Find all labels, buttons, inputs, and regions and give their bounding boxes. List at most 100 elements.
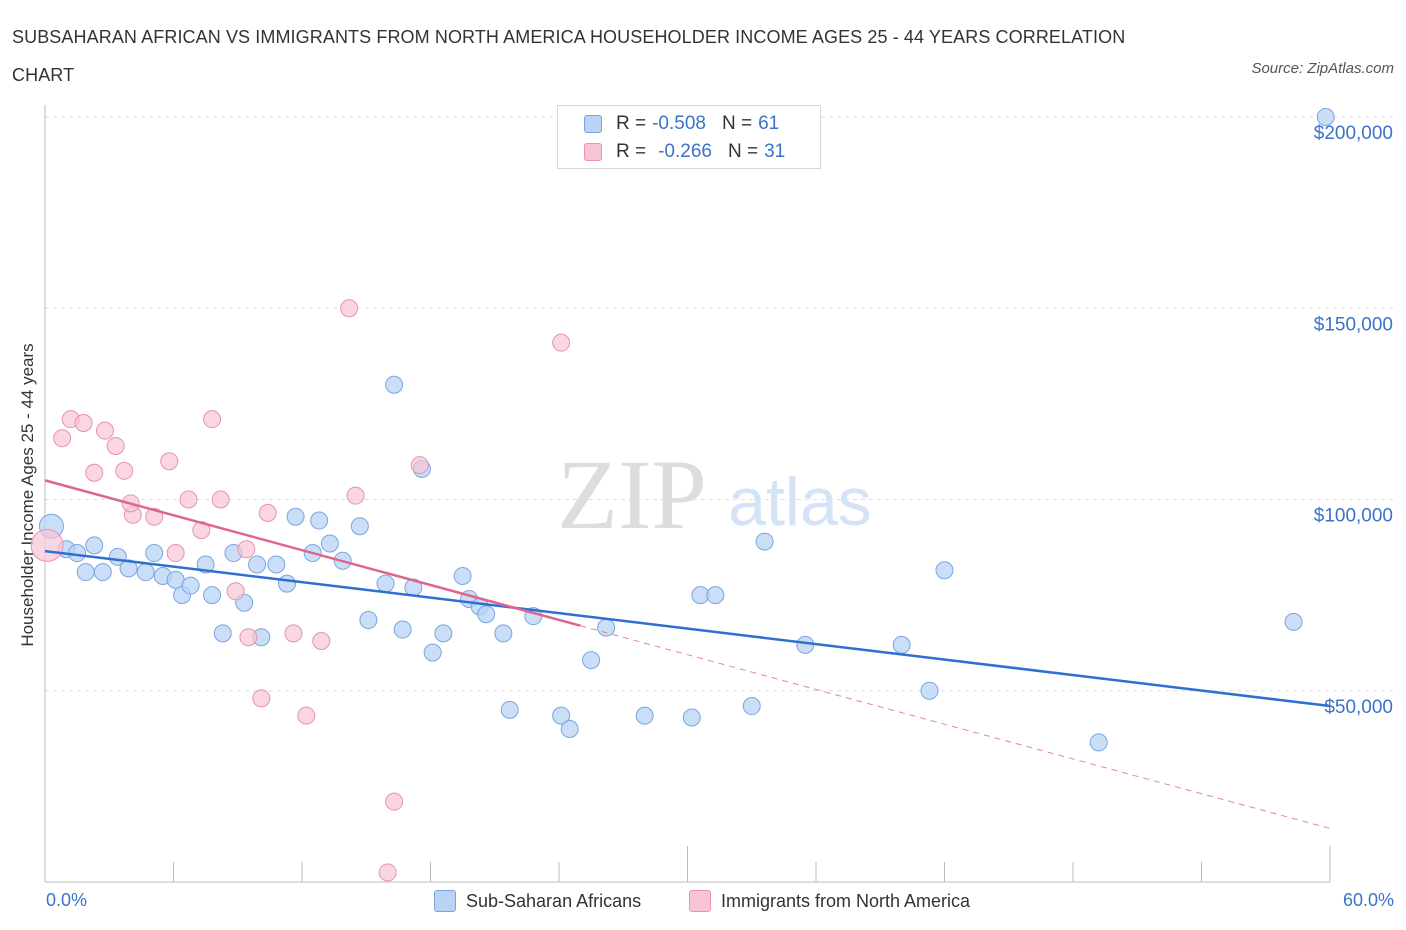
data-point-sub-saharan (682, 708, 701, 727)
y-tick-label: $50,000 (1324, 697, 1393, 718)
data-point-sub-saharan (552, 706, 571, 725)
data-point-sub-saharan (310, 511, 329, 530)
data-point-sub-saharan (286, 507, 305, 526)
data-point-north-america (284, 624, 303, 643)
data-point-sub-saharan (85, 536, 104, 555)
bottom-legend-swatch-pink (689, 890, 711, 912)
legend-row-sub-saharan: R = -0.508 N = 61 (584, 112, 785, 136)
legend-n-label: N = (721, 113, 753, 134)
data-point-north-america (410, 456, 429, 475)
correlation-legend: R = -0.508 N = 61 R = -0.266 N = 31 (557, 105, 821, 169)
data-point-sub-saharan (1284, 612, 1303, 631)
data-point-north-america (203, 410, 222, 429)
data-point-sub-saharan (742, 697, 761, 716)
data-point-north-america (85, 463, 104, 482)
data-point-sub-saharan (755, 532, 774, 551)
legend-n-value-pink: 31 (764, 141, 786, 162)
data-point-sub-saharan (213, 624, 232, 643)
data-point-sub-saharan (119, 559, 138, 578)
trend-line-north-america (44, 479, 581, 627)
y-tick-label: $200,000 (1314, 123, 1393, 144)
x-tick-label-max: 60.0% (1342, 890, 1394, 910)
data-point-sub-saharan (166, 570, 185, 589)
data-point-sub-saharan (691, 586, 710, 605)
data-point-north-america (297, 706, 316, 725)
data-point-sub-saharan (359, 610, 378, 629)
data-point-north-america (30, 528, 64, 562)
data-point-sub-saharan (500, 700, 519, 719)
legend-swatch-blue (584, 115, 602, 133)
data-point-north-america (378, 863, 397, 882)
data-point-north-america (552, 333, 571, 352)
trend-line-sub-saharan (44, 549, 1331, 708)
y-tick-label: $150,000 (1314, 314, 1393, 335)
bottom-legend-label-blue: Sub-Saharan Africans (466, 890, 642, 911)
data-point-north-america (166, 544, 185, 563)
data-point-sub-saharan (145, 544, 164, 563)
data-point-north-america (106, 436, 125, 455)
data-point-north-america (179, 490, 198, 509)
data-point-north-america (312, 632, 331, 651)
data-point-sub-saharan (203, 586, 222, 605)
trend-line-north-america-extension (580, 625, 1331, 829)
data-point-north-america (258, 503, 277, 522)
data-point-north-america (74, 414, 93, 432)
legend-n-value-blue: 61 (758, 113, 780, 134)
bottom-legend-north-america: Immigrants from North America (689, 888, 970, 914)
data-point-sub-saharan (477, 605, 496, 624)
bottom-legend-sub-saharan: Sub-Saharan Africans (434, 888, 641, 914)
watermark-atlas: atlas (728, 464, 872, 540)
data-point-north-america (239, 628, 258, 647)
data-point-sub-saharan (935, 561, 954, 580)
data-point-sub-saharan (434, 624, 453, 643)
data-point-sub-saharan (796, 635, 815, 654)
data-point-north-america (346, 486, 365, 505)
watermark-zip: ZIP (557, 439, 707, 550)
data-point-sub-saharan (1089, 733, 1108, 752)
y-tick-labels: $50,000 $100,000 $150,000 $200,000 (1314, 123, 1393, 718)
bottom-legend-swatch-blue (434, 890, 456, 912)
data-point-sub-saharan (1316, 108, 1335, 126)
data-point-sub-saharan (453, 567, 472, 585)
data-point-sub-saharan (635, 706, 654, 725)
legend-r-label: R = (616, 113, 647, 134)
data-point-sub-saharan (278, 574, 297, 593)
data-point-north-america (340, 299, 359, 318)
series-north-america-points (30, 299, 571, 882)
data-point-sub-saharan (423, 643, 442, 662)
legend-r-label: R = (616, 141, 647, 162)
series-sub-saharan-points (38, 108, 1335, 752)
legend-r-value-pink: -0.266 (658, 141, 712, 162)
legend-r-value-blue: -0.508 (652, 113, 706, 134)
bottom-legend-label-pink: Immigrants from North America (721, 890, 971, 911)
legend-swatch-pink (584, 143, 602, 161)
data-point-sub-saharan (494, 624, 513, 643)
data-point-sub-saharan (393, 620, 412, 639)
chart-title: SUBSAHARAN AFRICAN VS IMMIGRANTS FROM NO… (12, 27, 1126, 85)
data-point-north-america (211, 490, 230, 509)
data-point-north-america (226, 582, 245, 601)
data-point-sub-saharan (560, 720, 579, 738)
data-point-sub-saharan (320, 534, 339, 553)
trend-lines (44, 479, 1331, 829)
data-point-sub-saharan (385, 375, 404, 394)
data-point-north-america (160, 452, 179, 471)
data-point-sub-saharan (350, 517, 369, 536)
data-point-sub-saharan (920, 681, 939, 700)
legend-n-label: N = (727, 141, 759, 162)
data-point-sub-saharan (706, 586, 725, 605)
data-point-sub-saharan (582, 651, 601, 670)
axes (44, 105, 1331, 883)
x-tick-label-min: 0.0% (46, 890, 88, 910)
data-point-sub-saharan (892, 635, 911, 654)
data-point-sub-saharan (93, 563, 112, 582)
data-point-sub-saharan (267, 555, 286, 574)
data-point-sub-saharan (376, 574, 395, 593)
data-point-north-america (385, 792, 404, 811)
data-point-north-america (95, 421, 114, 440)
chart-source: Source: ZipAtlas.com (1251, 60, 1394, 77)
data-point-sub-saharan (181, 576, 200, 595)
data-point-sub-saharan (248, 555, 267, 574)
watermark: ZIP atlas (557, 439, 872, 550)
